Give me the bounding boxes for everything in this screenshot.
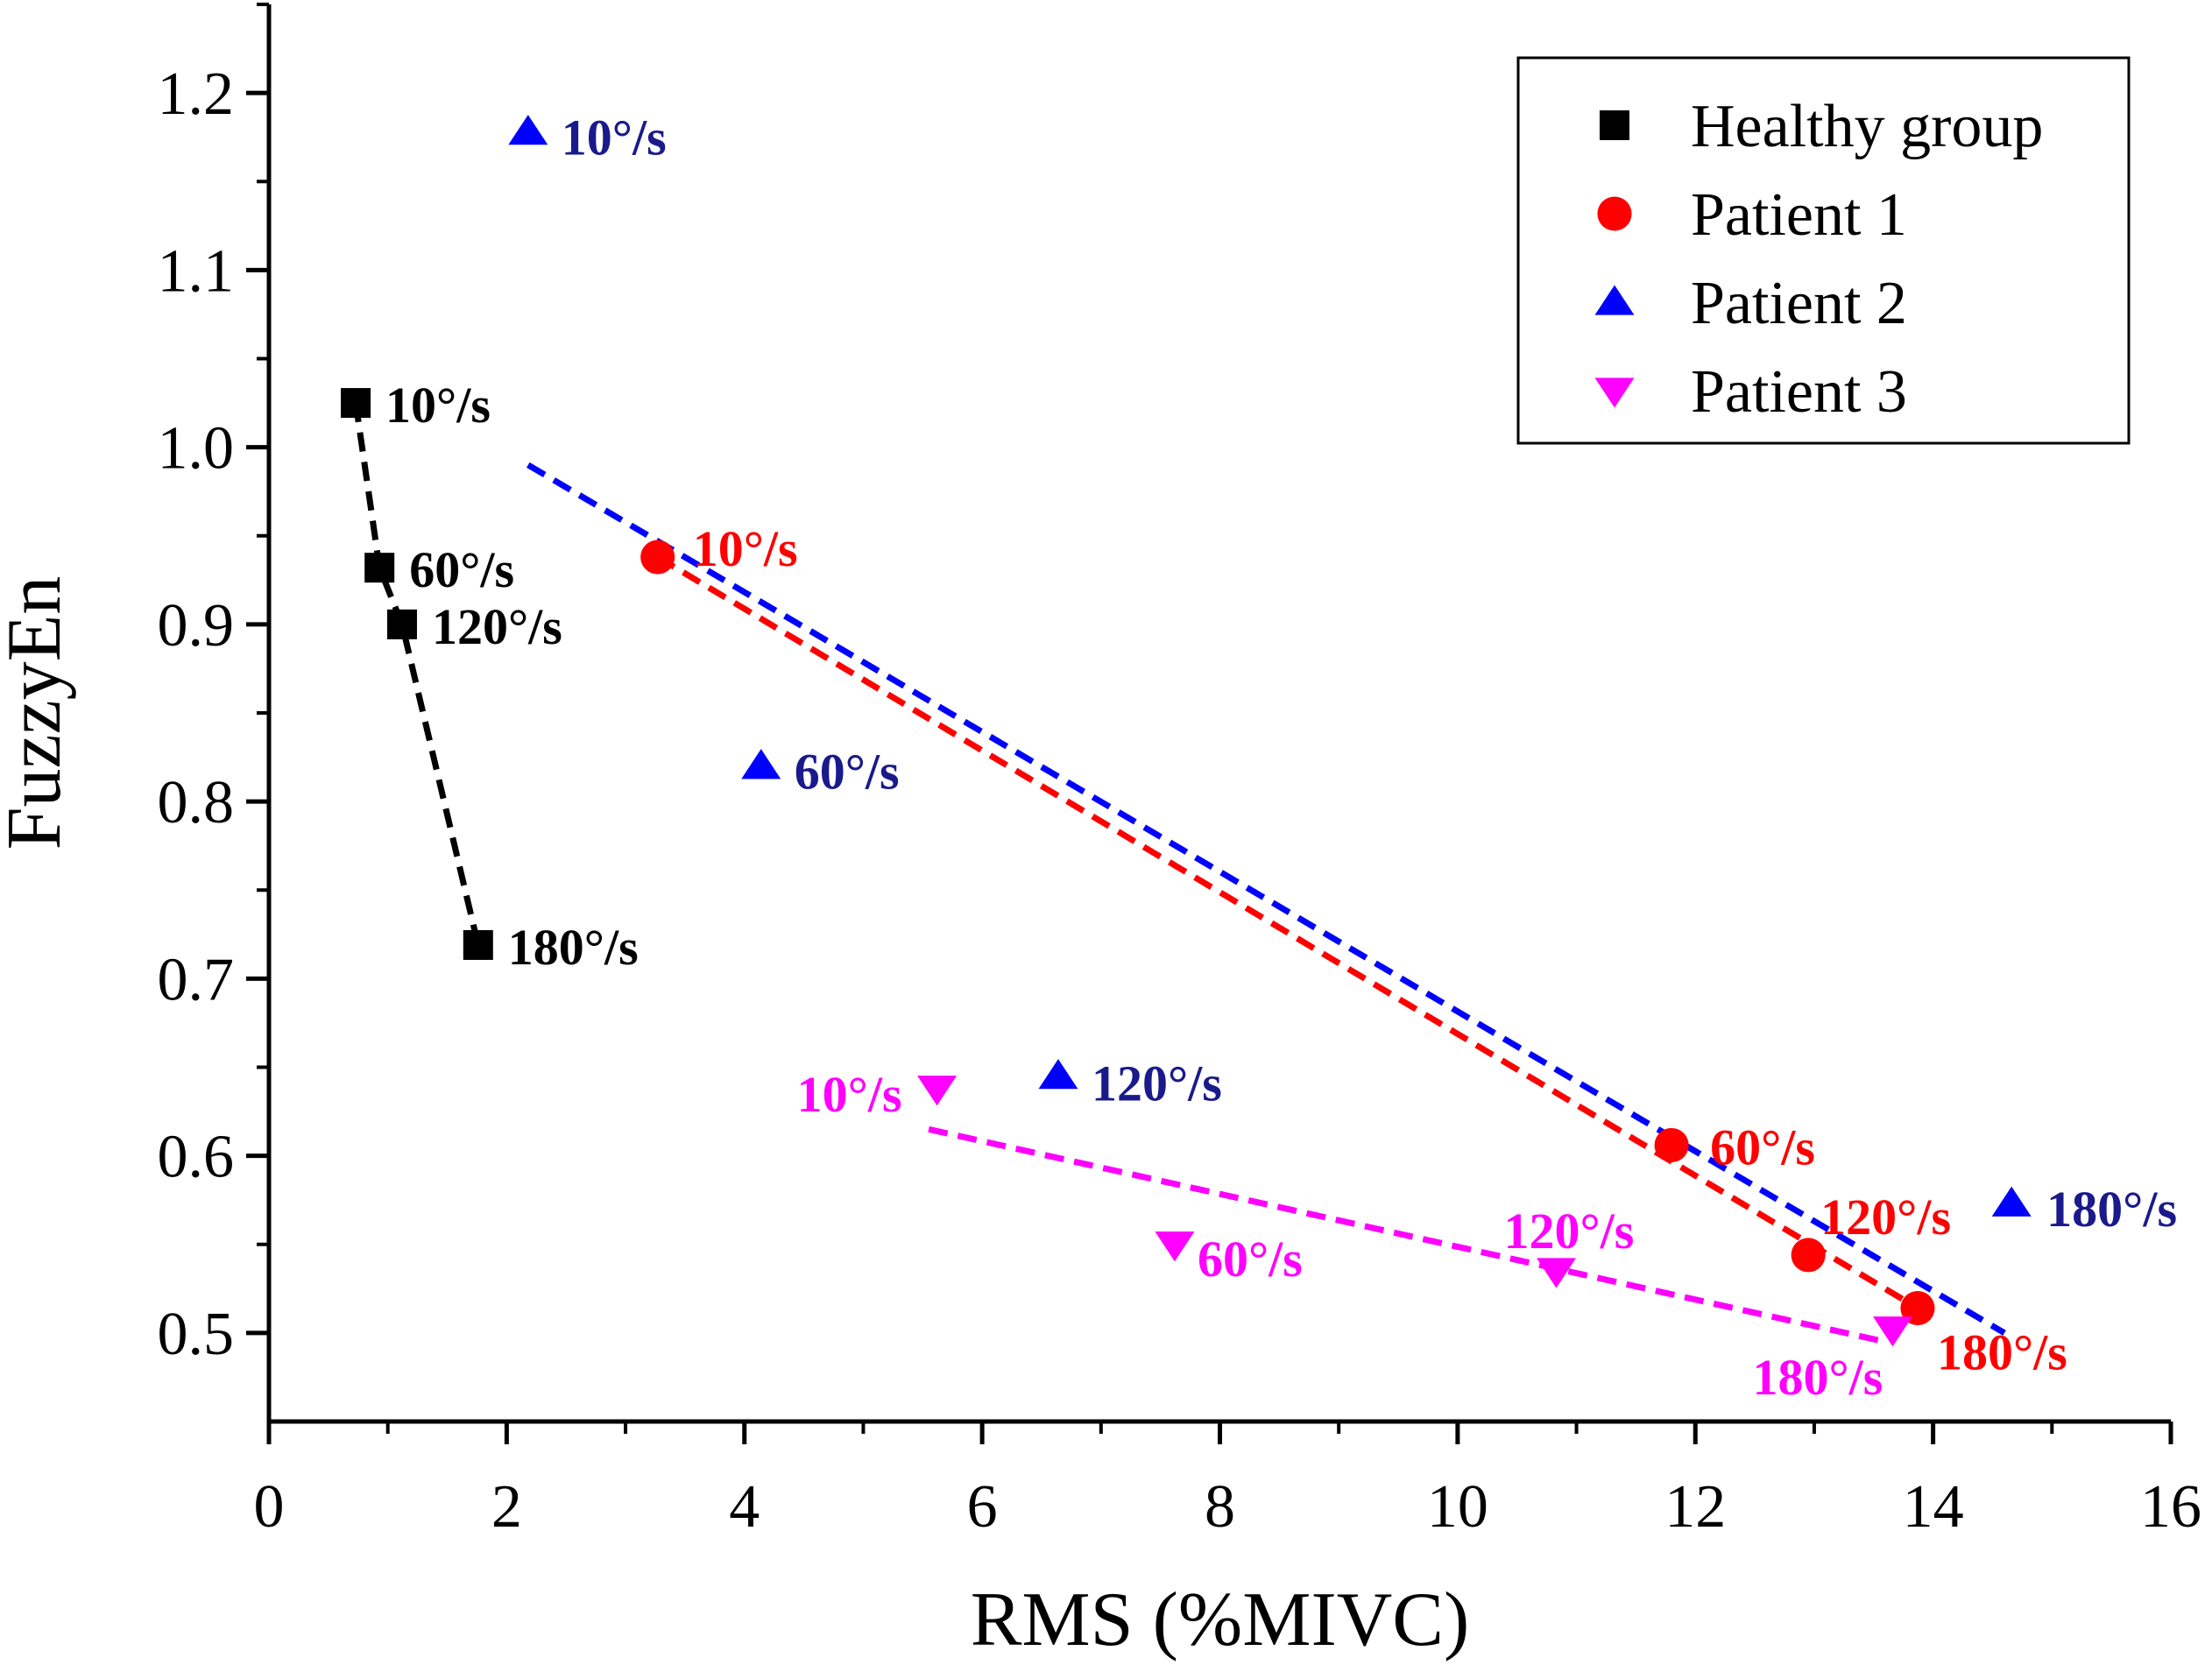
point-label-healthy-group: 180°/s (508, 919, 639, 976)
marker-patient-3 (1155, 1231, 1195, 1262)
point-labels: 10°/s60°/s120°/s180°/s10°/s60°/s120°/s18… (385, 109, 2177, 1406)
trend-lines (352, 402, 2006, 1345)
x-tick-label: 6 (967, 1473, 998, 1541)
legend-marker-patient-1 (1597, 196, 1632, 231)
marker-patient-2 (1991, 1186, 2032, 1217)
trend-line-patient-1 (655, 554, 1919, 1311)
x-axis-title: RMS (%MIVC) (971, 1577, 1470, 1662)
trend-line-patient-3 (928, 1125, 1887, 1345)
point-label-patient-1: 10°/s (693, 520, 798, 577)
point-label-patient-3: 10°/s (797, 1066, 902, 1123)
x-tick-label: 10 (1427, 1473, 1488, 1541)
y-tick-label: 0.7 (158, 946, 235, 1013)
point-label-patient-3: 60°/s (1198, 1231, 1303, 1288)
axes: 0 2 4 6 8 10 12 14 16 0.5 0.6 0.7 0.8 0.9 1.0 1.1 1.2 RMS… (0, 3, 2201, 1662)
marker-patient-1 (640, 540, 675, 575)
point-label-patient-2: 60°/s (795, 744, 900, 801)
marker-patient-3 (1537, 1258, 1576, 1288)
y-axis-title: FuzzyEn (0, 576, 77, 850)
legend-marker-patient-3 (1594, 377, 1635, 408)
legend-marker-healthy-group (1600, 110, 1629, 140)
x-tick-label: 0 (254, 1473, 285, 1541)
legend-marker-patient-2 (1594, 285, 1635, 315)
point-label-healthy-group: 10°/s (385, 377, 491, 434)
y-tick-label: 1.2 (158, 60, 235, 128)
marker-healthy-group (364, 553, 395, 583)
marker-healthy-group (341, 388, 371, 419)
y-tick-label: 0.9 (158, 592, 235, 660)
x-tick-label: 2 (491, 1473, 522, 1541)
point-label-patient-1: 120°/s (1820, 1189, 1951, 1245)
marker-patient-2 (741, 749, 781, 780)
x-tick-label: 14 (1903, 1473, 1964, 1541)
y-tick-label: 1.0 (158, 415, 235, 483)
marker-healthy-group (386, 609, 417, 639)
y-tick-label: 0.5 (158, 1301, 235, 1368)
point-label-patient-1: 60°/s (1710, 1118, 1815, 1175)
marker-healthy-group (463, 929, 493, 960)
legend-label-patient-3: Patient 3 (1691, 358, 1907, 426)
x-tick-label: 4 (729, 1473, 760, 1541)
legend-label-patient-1: Patient 1 (1691, 181, 1907, 249)
data-markers (341, 115, 2032, 1347)
x-tick-label: 12 (1664, 1473, 1726, 1541)
marker-patient-3 (917, 1076, 958, 1106)
y-tick-label: 0.8 (158, 769, 235, 836)
legend: Healthy group Patient 1 Patient 2 Patient 3 (1516, 56, 2131, 445)
point-label-patient-3: 180°/s (1752, 1349, 1883, 1406)
point-label-healthy-group: 120°/s (432, 598, 562, 655)
point-label-patient-1: 180°/s (1937, 1324, 2067, 1381)
trend-line-patient-2 (526, 462, 2006, 1336)
marker-patient-2 (1038, 1059, 1078, 1090)
x-tick-label: 8 (1205, 1473, 1235, 1541)
y-tick-label: 0.6 (158, 1124, 235, 1191)
trend-line-healthy-group (352, 402, 482, 946)
marker-patient-2 (508, 115, 548, 145)
legend-label-patient-2: Patient 2 (1691, 270, 1907, 337)
point-label-healthy-group: 60°/s (409, 541, 514, 598)
marker-patient-3 (1873, 1316, 1912, 1347)
marker-patient-1 (1654, 1127, 1689, 1163)
legend-label-healthy-group: Healthy group (1691, 93, 2043, 160)
x-tick-label: 16 (2140, 1473, 2201, 1541)
point-label-patient-3: 120°/s (1503, 1203, 1634, 1259)
marker-patient-1 (1791, 1238, 1826, 1273)
point-label-patient-2: 120°/s (1092, 1055, 1222, 1112)
y-tick-label: 1.1 (158, 237, 235, 305)
point-label-patient-2: 180°/s (2046, 1181, 2177, 1238)
point-label-patient-2: 10°/s (562, 109, 667, 166)
